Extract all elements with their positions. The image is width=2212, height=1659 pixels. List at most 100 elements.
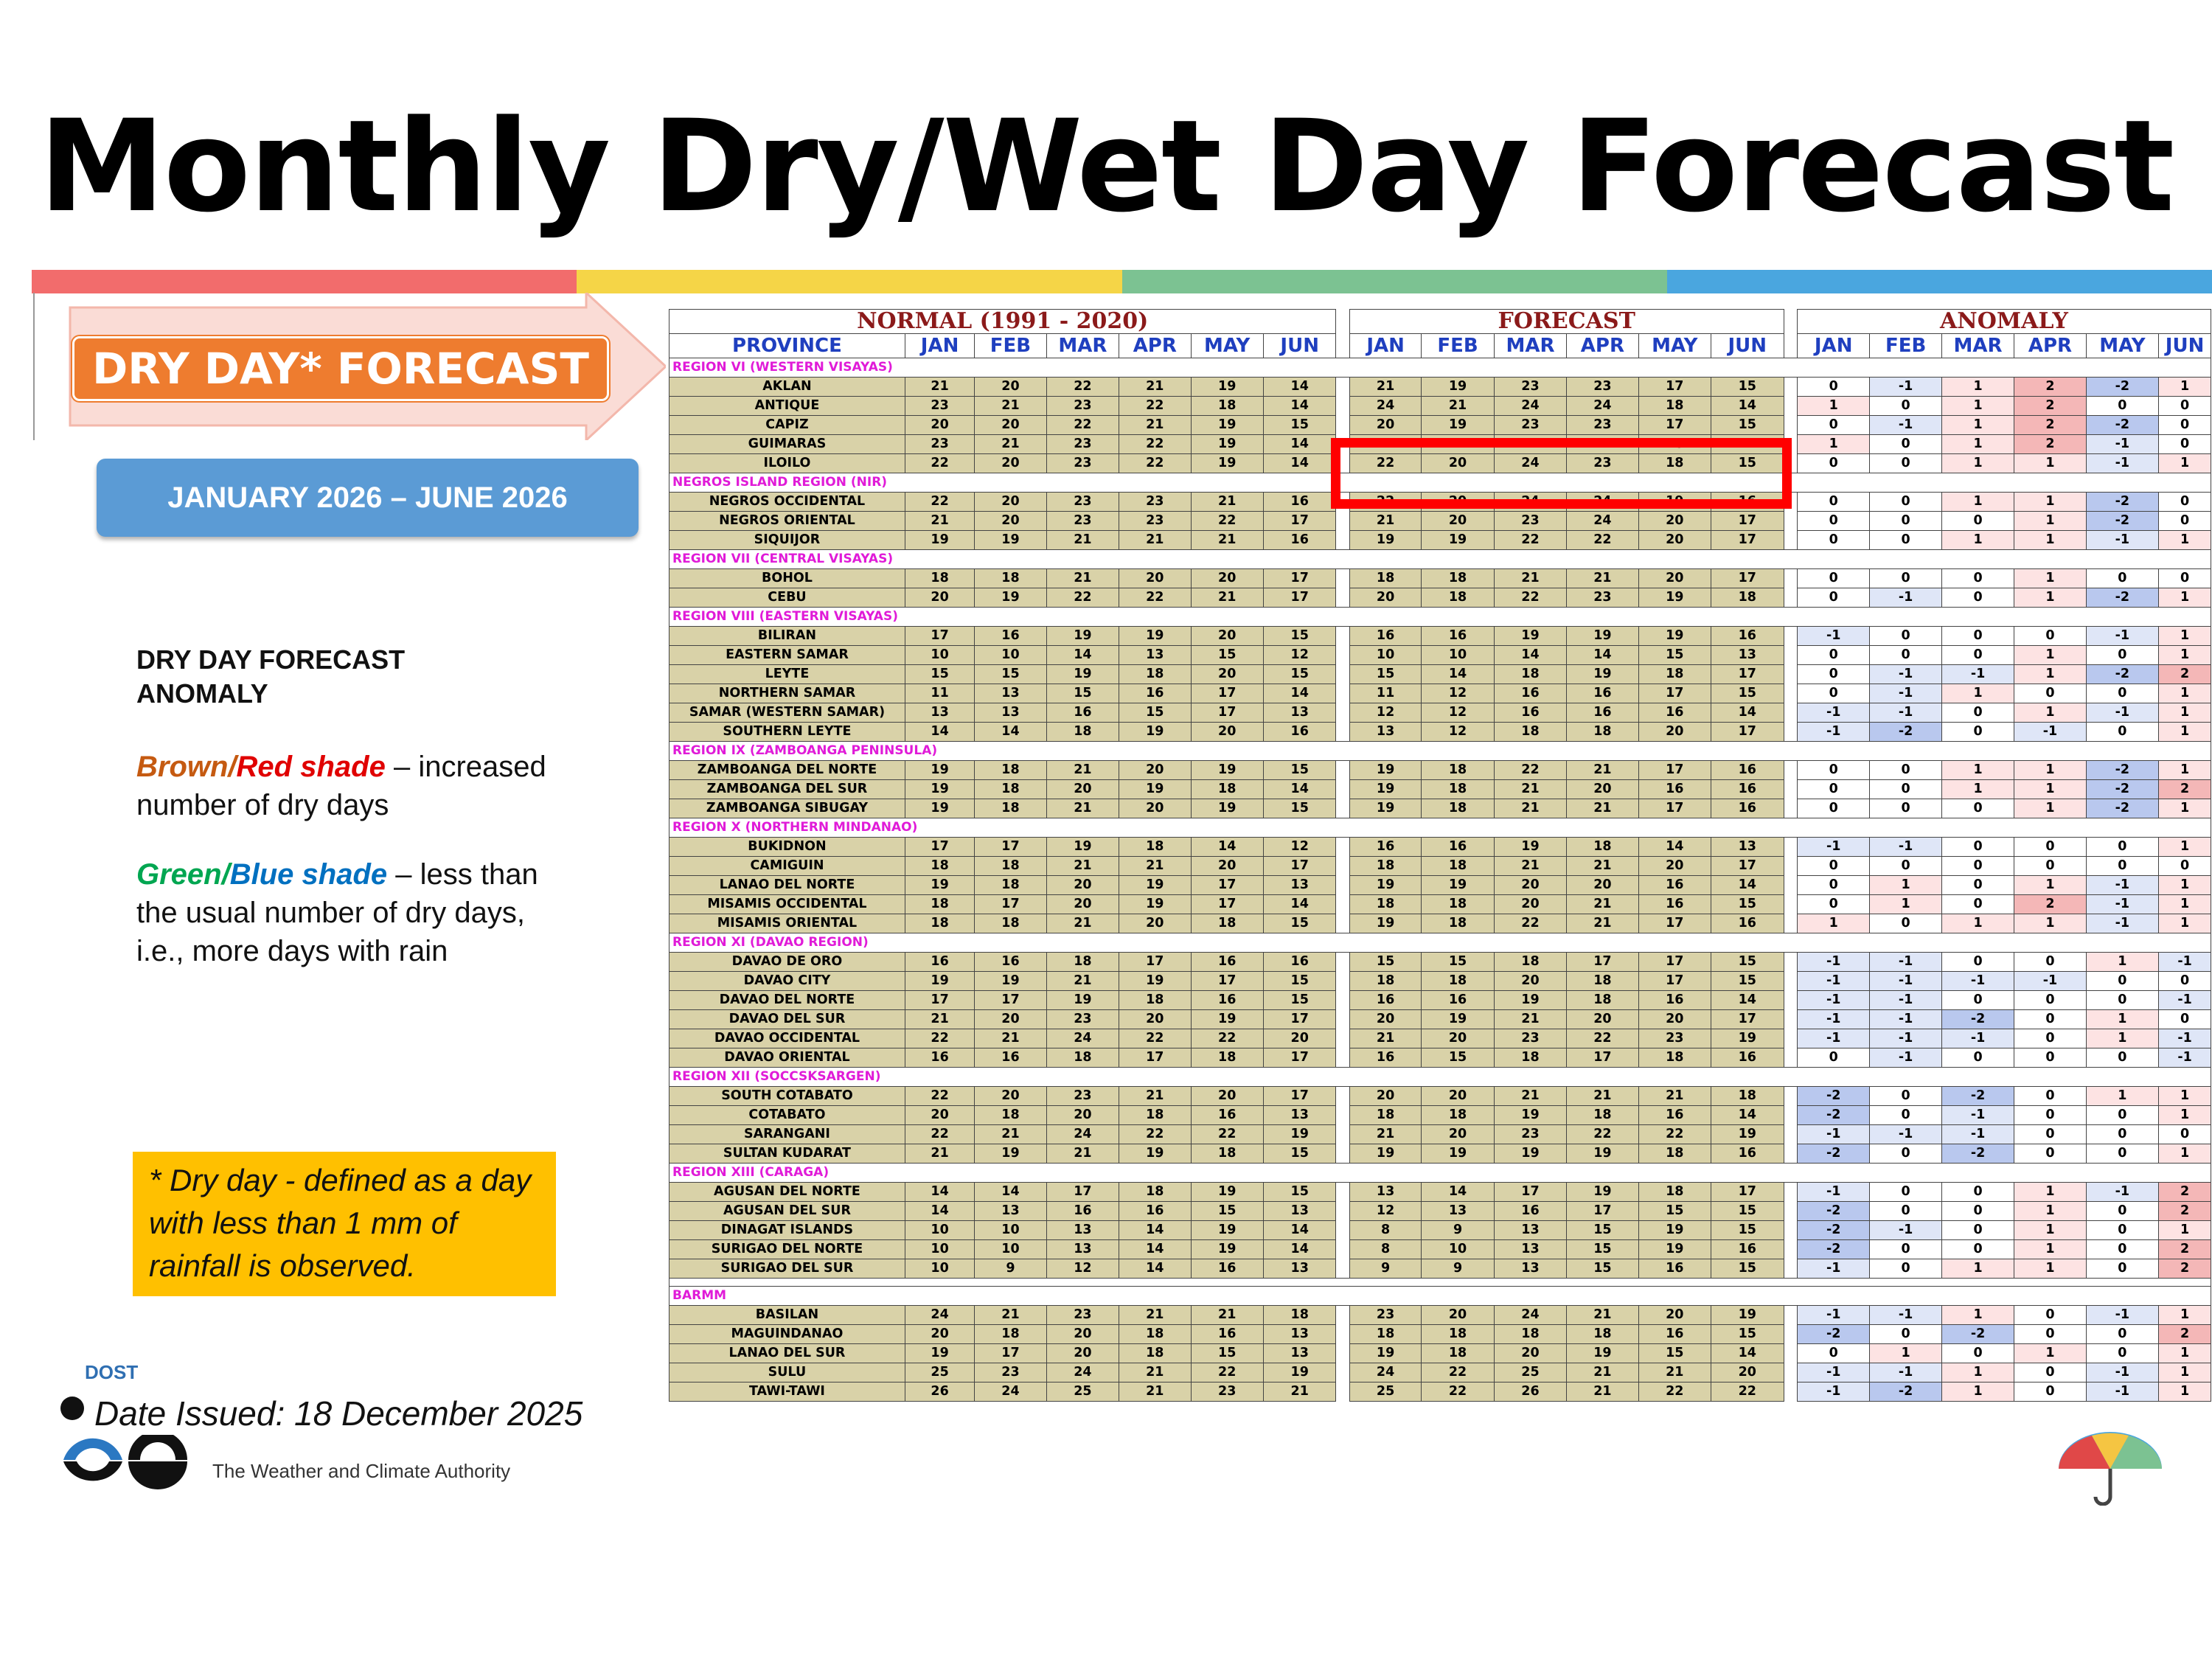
anomaly-value: 1	[2158, 684, 2211, 703]
table-row: SOUTHERN LEYTE 14 14 18 19 20 16 13 12 18 18 20 17 -1…	[669, 722, 2211, 742]
table-row: AGUSAN DEL SUR 14 13 16 16 15 13 12 13 16 17 15 15 -2…	[669, 1201, 2211, 1221]
forecast-period: JANUARY 2026 – JUNE 2026	[97, 459, 639, 537]
anomaly-value: 0	[1796, 568, 1871, 588]
normal-value: 19	[1046, 837, 1120, 857]
normal-month-header: MAY	[1190, 333, 1264, 358]
forecast-value: 16	[1493, 684, 1568, 703]
forecast-value: 18	[1493, 722, 1568, 742]
forecast-value: 18	[1638, 453, 1712, 473]
gap	[1335, 1048, 1350, 1068]
anomaly-value: -1	[1869, 1009, 1942, 1029]
forecast-value: 18	[1421, 568, 1495, 588]
anomaly-value: 0	[2158, 856, 2211, 876]
forecast-value: 21	[1566, 760, 1639, 780]
forecast-value: 14	[1711, 703, 1784, 723]
forecast-value: 17	[1711, 1182, 1784, 1202]
forecast-value: 19	[1493, 626, 1568, 646]
province-name: SOUTH COTABATO	[669, 1086, 905, 1106]
table-row: ZAMBOANGA DEL NORTE 19 18 21 20 19 15 19 18 22 21 1…	[669, 760, 2211, 780]
anomaly-value: 2	[2014, 377, 2087, 397]
dost-label: DOST	[85, 1361, 139, 1383]
normal-value: 14	[1262, 396, 1337, 416]
gap	[1335, 626, 1350, 646]
normal-value: 18	[1119, 1105, 1192, 1125]
normal-value: 22	[1119, 1124, 1192, 1144]
anomaly-value: 0	[2085, 1343, 2160, 1363]
anomaly-value: -1	[1796, 1029, 1871, 1048]
normal-value: 20	[974, 1086, 1047, 1106]
anomaly-value: -2	[1796, 1239, 1871, 1259]
anomaly-value: 0	[1941, 722, 2015, 742]
normal-value: 21	[974, 396, 1047, 416]
forecast-value: 19	[1349, 799, 1422, 818]
normal-value: 10	[904, 645, 975, 665]
anomaly-value: 0	[1869, 530, 1942, 550]
normal-value: 21	[1119, 1086, 1192, 1106]
anomaly-value: 1	[2158, 1086, 2211, 1106]
anomaly-value: 0	[1796, 1048, 1871, 1068]
forecast-value: 24	[1493, 453, 1568, 473]
forecast-value: 18	[1638, 1144, 1712, 1164]
normal-value: 17	[904, 837, 975, 857]
anomaly-value: 0	[1941, 703, 2015, 723]
province-name: MISAMIS ORIENTAL	[669, 914, 905, 933]
anomaly-value: -1	[1796, 626, 1871, 646]
gap	[1783, 952, 1798, 972]
normal-value: 13	[1119, 645, 1192, 665]
anomaly-value: 0	[2085, 1048, 2160, 1068]
normal-value: 16	[1046, 1201, 1120, 1221]
normal-value: 18	[1262, 1305, 1337, 1325]
forecast-value: 18	[1421, 856, 1495, 876]
anomaly-value: 1	[1941, 434, 2015, 454]
normal-value: 18	[1119, 837, 1192, 857]
normal-value: 14	[904, 1182, 975, 1202]
forecast-value: 18	[1566, 722, 1639, 742]
normal-value: 21	[1119, 1382, 1192, 1402]
forecast-value: 15	[1711, 1201, 1784, 1221]
anomaly-value: 1	[2158, 703, 2211, 723]
forecast-value: 23	[1493, 377, 1568, 397]
gap	[1335, 799, 1350, 818]
normal-value: 20	[1046, 1324, 1120, 1344]
anomaly-value: 0	[2014, 1086, 2087, 1106]
anomaly-value: 0	[2158, 415, 2211, 435]
forecast-value: 20	[1421, 453, 1495, 473]
date-issued: Date Issued: 18 December 2025	[88, 1392, 589, 1435]
forecast-value: 15	[1711, 894, 1784, 914]
forecast-value: 22	[1421, 1363, 1495, 1382]
forecast-value: 12	[1421, 703, 1495, 723]
province-name: DAVAO DEL NORTE	[669, 990, 905, 1010]
table-row: SIQUIJOR 19 19 21 21 21 16 19 19 22 22 20 17 0 0 1 1 -1 1	[669, 530, 2211, 550]
gap	[1335, 1343, 1350, 1363]
gap	[1335, 1182, 1350, 1202]
normal-value: 15	[1262, 1182, 1337, 1202]
normal-value: 17	[1190, 703, 1264, 723]
anomaly-value: -1	[1869, 1029, 1942, 1048]
normal-value: 14	[1262, 894, 1337, 914]
gap	[1335, 1124, 1350, 1144]
highlight-box	[1331, 438, 1792, 509]
forecast-value: 23	[1566, 453, 1639, 473]
forecast-value: 22	[1493, 914, 1568, 933]
anomaly-value: 0	[2014, 1382, 2087, 1402]
anomaly-value: -2	[1796, 1324, 1871, 1344]
spacer-row	[669, 1278, 2211, 1287]
forecast-value: 12	[1421, 684, 1495, 703]
anomaly-value: 0	[2014, 837, 2087, 857]
forecast-value: 14	[1711, 875, 1784, 895]
normal-value: 22	[904, 492, 975, 512]
normal-value: 19	[1190, 1239, 1264, 1259]
anomaly-value: 2	[2014, 894, 2087, 914]
forecast-value: 19	[1349, 760, 1422, 780]
table-row: CAPIZ 20 20 22 21 19 15 20 19 23 23 17 15 0 -1 1 2 -2 0	[669, 415, 2211, 435]
anomaly-value: 0	[1869, 1324, 1942, 1344]
anomaly-value: 1	[2158, 1144, 2211, 1164]
forecast-value: 16	[1349, 626, 1422, 646]
forecast-value: 21	[1349, 1029, 1422, 1048]
anomaly-value: 1	[2158, 645, 2211, 665]
table-row: MISAMIS ORIENTAL 18 18 21 20 18 15 19 18 22 21 17 16…	[669, 914, 2211, 933]
gap	[1783, 1105, 1798, 1125]
anomaly-value: 0	[2158, 434, 2211, 454]
normal-value: 14	[1262, 377, 1337, 397]
anomaly-value: -2	[1869, 722, 1942, 742]
